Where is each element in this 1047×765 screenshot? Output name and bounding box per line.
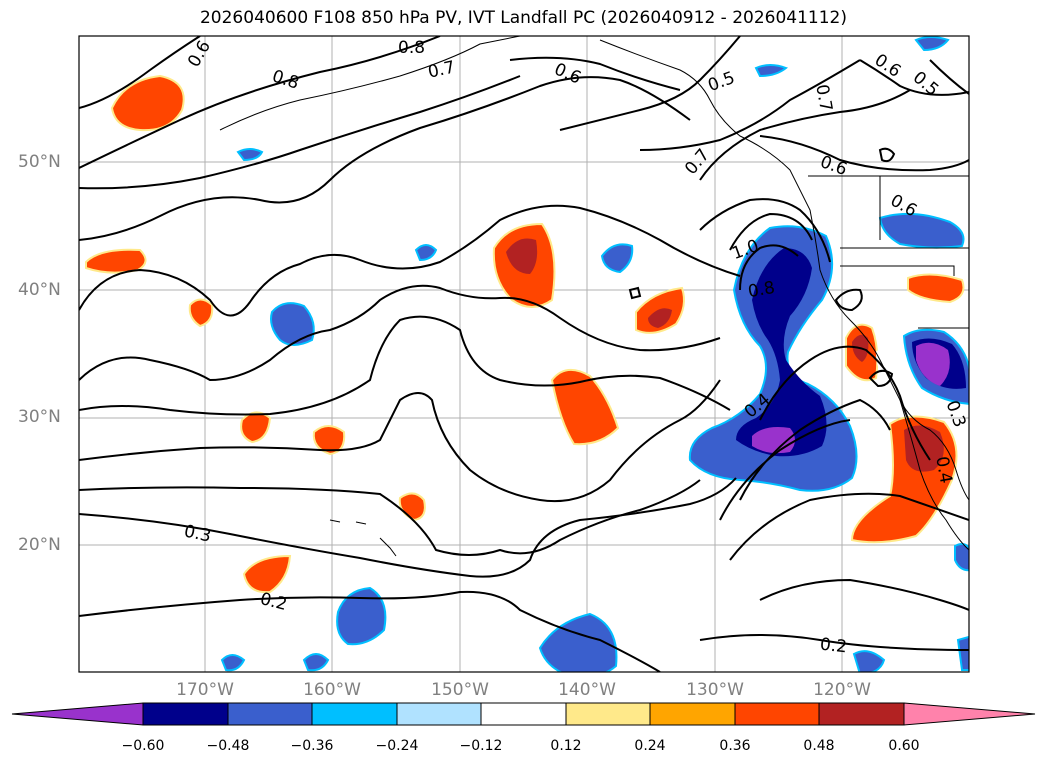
colorbar-segment <box>227 702 313 726</box>
colorbar-tick-label: −0.24 <box>375 738 419 754</box>
negative-ivt-anomalies <box>220 36 969 672</box>
longitude-label: 150°W <box>431 680 489 700</box>
colorbar-segment <box>311 702 398 726</box>
contour-label: 0.2 <box>819 634 849 658</box>
gridlines <box>79 36 969 672</box>
colorbar-extend-left <box>11 702 144 726</box>
positive-ivt-anomalies <box>85 74 965 594</box>
longitude-label: 140°W <box>558 680 616 700</box>
latitude-label: 40°N <box>18 280 61 300</box>
contour-label: 0.8 <box>398 38 426 58</box>
pv-contours <box>79 36 969 672</box>
colorbar-tick-label: −0.12 <box>459 738 503 754</box>
coastlines <box>219 36 969 557</box>
latitude-label: 50°N <box>18 152 61 172</box>
latitude-label: 30°N <box>18 407 61 427</box>
longitude-label: 160°W <box>303 680 361 700</box>
colorbar-tick-label: 0.36 <box>719 738 751 754</box>
colorbar-tick-label: 0.48 <box>803 738 835 754</box>
colorbar-segment <box>565 702 651 726</box>
colorbar-extend-right <box>903 702 1036 726</box>
map-title: 2026040600 F108 850 hPa PV, IVT Landfall… <box>199 8 847 28</box>
colorbar-tick-label: −0.36 <box>290 738 334 754</box>
colorbar-segment <box>818 702 905 726</box>
latitude-label: 20°N <box>18 535 61 555</box>
map-area <box>79 36 969 672</box>
colorbar-tick-label: 0.24 <box>634 738 666 754</box>
colorbar-segment <box>480 702 567 726</box>
colorbar-segment <box>734 702 820 726</box>
colorbar-segment <box>396 702 482 726</box>
map-frame <box>78 35 970 673</box>
colorbar <box>11 702 1036 726</box>
colorbar-tick-label: −0.60 <box>121 738 165 754</box>
colorbar-segment <box>142 702 229 726</box>
longitude-label: 120°W <box>813 680 871 700</box>
longitude-label: 170°W <box>176 680 234 700</box>
colorbar-segment <box>649 702 736 726</box>
colorbar-tick-label: −0.48 <box>206 738 250 754</box>
colorbar-tick-label: 0.12 <box>550 738 582 754</box>
colorbar-tick-label: 0.60 <box>888 738 920 754</box>
longitude-label: 130°W <box>686 680 744 700</box>
